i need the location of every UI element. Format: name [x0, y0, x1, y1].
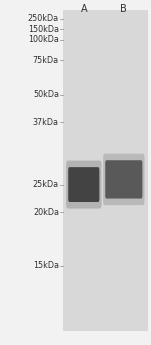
Text: 37kDa: 37kDa: [33, 118, 59, 127]
Text: 75kDa: 75kDa: [33, 56, 59, 65]
Text: 150kDa: 150kDa: [28, 25, 59, 34]
Text: B: B: [120, 4, 127, 14]
FancyBboxPatch shape: [66, 161, 101, 208]
FancyBboxPatch shape: [68, 167, 99, 202]
Text: 15kDa: 15kDa: [33, 261, 59, 270]
FancyBboxPatch shape: [63, 10, 148, 331]
FancyBboxPatch shape: [103, 154, 145, 205]
Text: 250kDa: 250kDa: [28, 14, 59, 23]
FancyBboxPatch shape: [105, 160, 142, 199]
Text: 50kDa: 50kDa: [33, 90, 59, 99]
Text: 25kDa: 25kDa: [33, 180, 59, 189]
Text: A: A: [80, 4, 87, 14]
Text: 100kDa: 100kDa: [28, 35, 59, 44]
Text: 20kDa: 20kDa: [33, 208, 59, 217]
